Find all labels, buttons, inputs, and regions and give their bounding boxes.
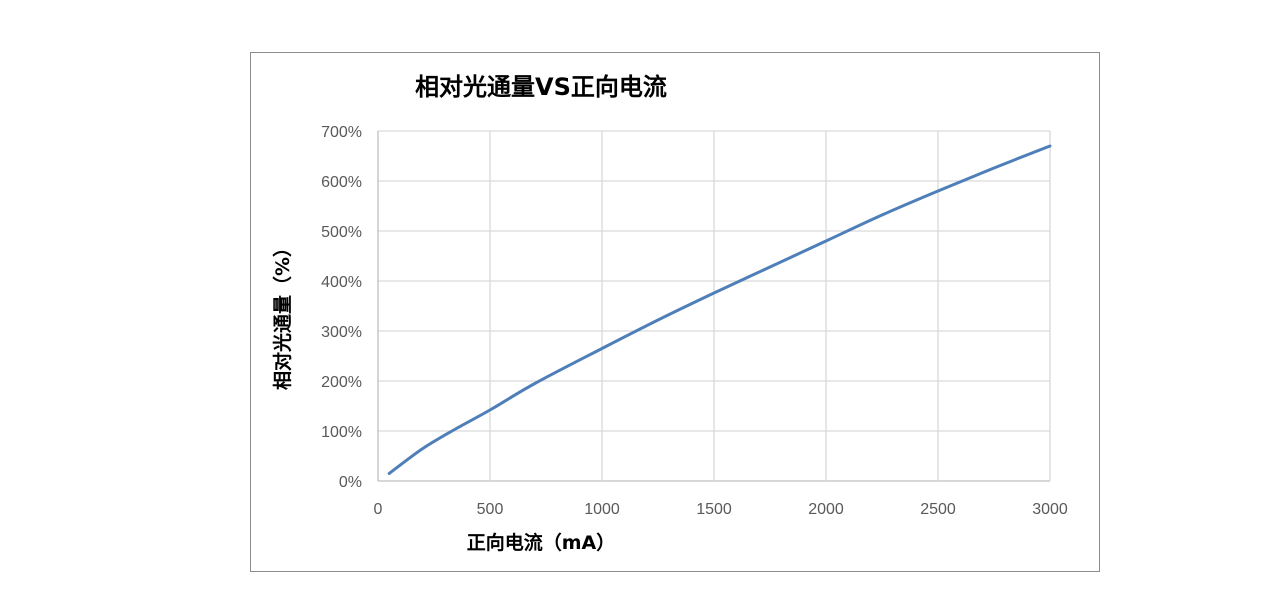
y-tick-label-1: 100% [321,424,362,441]
x-tick-label-6: 3000 [1032,501,1068,518]
y-tick-label-7: 700% [321,124,362,141]
x-axis-title: 正向电流（mA） [467,531,616,554]
x-tick-label-0: 0 [374,501,383,518]
chart-svg: 相对光通量VS正向电流 0% 100% 200% 300% 400% 500% 600% 70… [271,73,1068,554]
y-tick-label-5: 500% [321,224,362,241]
x-tick-label-5: 2500 [920,501,956,518]
y-tick-label-2: 200% [321,374,362,391]
y-axis-title: 相对光通量（%） [271,238,294,390]
chart-frame: 相对光通量VS正向电流 0% 100% 200% 300% 400% 500% 600% 70… [250,52,1100,572]
series-layer [387,144,1052,475]
series-line-0 [387,144,1052,475]
y-tick-label-0: 0% [339,474,362,491]
x-tick-label-1: 500 [477,501,504,518]
grid-layer [377,130,1051,482]
x-tick-label-2: 1000 [584,501,620,518]
y-tick-label-3: 300% [321,324,362,341]
y-tick-label-4: 400% [321,274,362,291]
x-tick-label-3: 1500 [696,501,732,518]
chart-title: 相对光通量VS正向电流 [415,73,667,101]
y-tick-label-6: 600% [321,174,362,191]
tick-layer: 0% 100% 200% 300% 400% 500% 600% 700% 0 500 1000 15… [321,124,1068,518]
x-tick-label-4: 2000 [808,501,844,518]
